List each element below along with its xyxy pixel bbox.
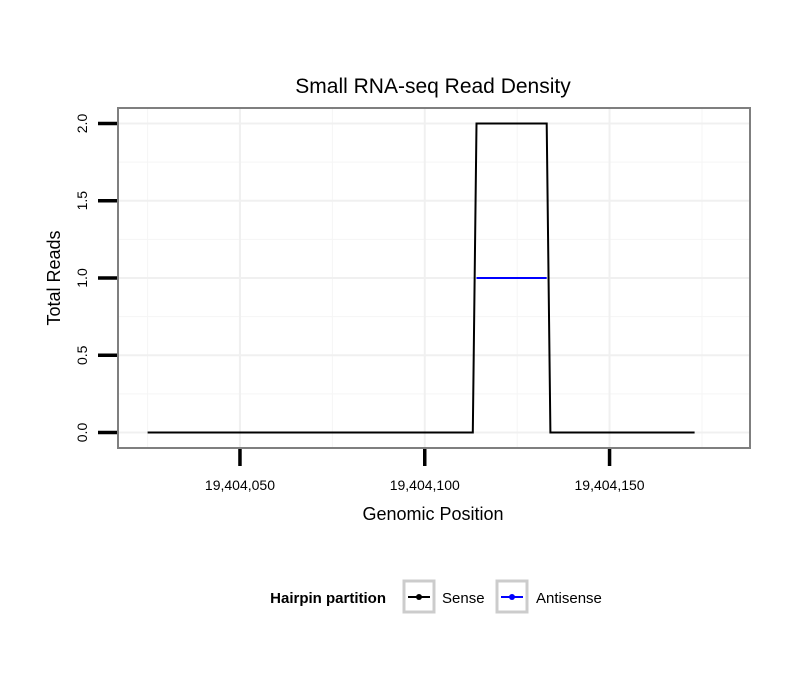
plot-border bbox=[117, 107, 751, 449]
x-axis: 19,404,050 19,404,100 19,404,150 bbox=[205, 449, 645, 493]
legend-label-antisense: Antisense bbox=[536, 590, 602, 607]
series-lines bbox=[147, 122, 695, 434]
y-axis-title: Total Reads bbox=[44, 230, 64, 325]
y-axis: 0.0 0.5 1.0 1.5 2.0 bbox=[74, 114, 117, 443]
legend: Hairpin partition Sense Antisense bbox=[270, 579, 602, 614]
y-tick-label: 0.5 bbox=[74, 345, 90, 365]
y-tick-label: 2.0 bbox=[74, 114, 90, 134]
y-tick-label: 0.0 bbox=[74, 423, 90, 443]
legend-point-sense bbox=[416, 594, 422, 600]
series-line-sense bbox=[147, 122, 695, 434]
legend-title: Hairpin partition bbox=[270, 590, 386, 607]
y-tick-label: 1.0 bbox=[74, 268, 90, 288]
x-tick-label: 19,404,050 bbox=[205, 477, 275, 493]
chart-title: Small RNA-seq Read Density bbox=[295, 75, 571, 98]
y-tick-label: 1.5 bbox=[74, 191, 90, 211]
legend-point-antisense bbox=[509, 594, 515, 600]
x-tick-label: 19,404,150 bbox=[575, 477, 645, 493]
legend-label-sense: Sense bbox=[442, 590, 485, 607]
x-axis-title: Genomic Position bbox=[362, 504, 503, 524]
x-tick-label: 19,404,100 bbox=[390, 477, 460, 493]
